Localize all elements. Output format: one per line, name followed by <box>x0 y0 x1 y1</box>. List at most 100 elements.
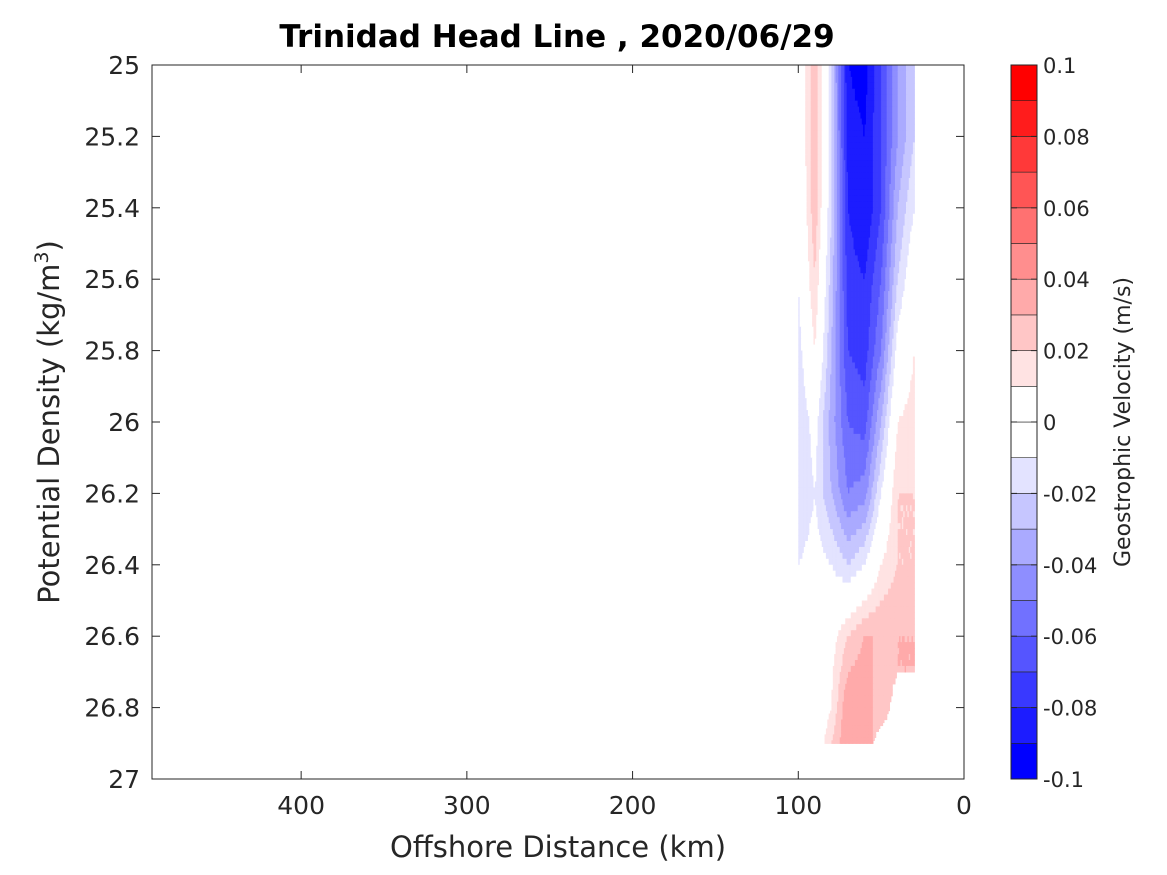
contour-cell <box>828 154 831 161</box>
contour-cell <box>881 326 884 334</box>
contour-cell <box>842 136 845 143</box>
contour-cell <box>801 65 804 72</box>
contour-cell <box>863 308 866 316</box>
contour-cell <box>799 416 802 423</box>
contour-cell <box>807 195 810 203</box>
contour-cell <box>881 237 884 245</box>
contour-cell <box>812 100 815 108</box>
contour-cell <box>830 184 833 191</box>
contour-cell <box>900 326 903 334</box>
contour-cell <box>819 308 821 316</box>
contour-cell <box>885 184 888 191</box>
contour-cell <box>857 261 860 268</box>
contour-cell <box>817 118 820 126</box>
contour-cell <box>892 303 895 310</box>
contour-cell <box>849 368 852 375</box>
contour-cell <box>798 225 801 233</box>
contour-cell <box>912 285 915 292</box>
contour-cell <box>900 160 903 167</box>
contour-cell <box>910 213 913 221</box>
contour-cell <box>819 273 821 280</box>
contour-cell <box>823 374 826 381</box>
contour-cell <box>911 326 914 334</box>
contour-cell <box>911 255 914 262</box>
contour-cell <box>810 237 813 245</box>
contour-cell <box>843 154 846 161</box>
contour-cell <box>903 249 906 256</box>
contour-cell <box>831 392 834 399</box>
contour-cell <box>848 285 850 292</box>
contour-cell <box>870 219 873 227</box>
contour-cell <box>803 106 806 114</box>
contour-cell <box>907 201 910 209</box>
contour-cell <box>894 148 897 155</box>
contour-cell <box>805 172 808 179</box>
contour-cell <box>894 237 897 245</box>
contour-cell <box>888 297 891 304</box>
contour-cell <box>801 154 804 161</box>
contour-cell <box>912 184 915 191</box>
contour-cell <box>806 130 809 137</box>
contour-cell <box>875 130 878 137</box>
contour-cell <box>799 213 802 221</box>
contour-cell <box>892 237 895 245</box>
contour-cell <box>868 106 871 114</box>
contour-cell <box>853 136 856 143</box>
contour-cell <box>857 416 860 423</box>
contour-cell <box>849 303 852 310</box>
contour-cell <box>897 213 900 221</box>
contour-cell <box>809 189 812 197</box>
contour-cell <box>799 261 802 268</box>
contour-cell <box>835 166 838 173</box>
contour-cell <box>856 326 859 334</box>
contour-cell <box>863 124 866 132</box>
contour-cell <box>886 154 889 161</box>
contour-cell <box>853 195 856 203</box>
contour-cell <box>901 285 904 292</box>
contour-cell <box>881 189 884 197</box>
contour-cell <box>890 65 893 72</box>
contour-cell <box>906 142 908 149</box>
contour-cell <box>852 172 855 179</box>
contour-cell <box>850 398 853 405</box>
contour-cell <box>911 100 914 108</box>
contour-cell <box>867 201 870 209</box>
contour-cell <box>805 112 808 120</box>
contour-cell <box>842 285 845 292</box>
contour-cell <box>803 65 806 72</box>
contour-cell <box>892 344 895 352</box>
contour-cell <box>904 172 907 179</box>
contour-cell <box>852 130 855 137</box>
contour-cell <box>854 404 857 411</box>
contour-cell <box>812 386 815 393</box>
contour-cell <box>838 332 841 340</box>
contour-cell <box>828 189 831 197</box>
contour-cell <box>846 213 849 221</box>
contour-cell <box>798 398 801 405</box>
contour-cell <box>843 118 846 126</box>
contour-cell <box>821 237 824 245</box>
contour-cell <box>865 172 868 179</box>
contour-cell <box>810 404 813 411</box>
contour-cell <box>834 398 837 405</box>
contour-cell <box>849 398 852 405</box>
contour-cell <box>814 410 817 417</box>
contour-cell <box>827 350 830 358</box>
contour-cell <box>836 130 839 137</box>
contour-cell <box>870 374 873 381</box>
contour-cell <box>904 88 907 96</box>
contour-cell <box>810 380 813 387</box>
contour-cell <box>867 178 870 185</box>
contour-cell <box>820 374 823 381</box>
contour-cell <box>810 130 813 137</box>
contour-cell <box>863 297 866 304</box>
contour-cell <box>854 76 857 84</box>
contour-cell <box>906 303 908 310</box>
contour-cell <box>805 297 808 304</box>
contour-cell <box>863 350 866 358</box>
contour-cell <box>865 112 868 120</box>
contour-cell <box>802 76 805 84</box>
contour-cell <box>899 231 902 239</box>
contour-cell <box>799 124 802 132</box>
contour-cell <box>801 249 804 256</box>
